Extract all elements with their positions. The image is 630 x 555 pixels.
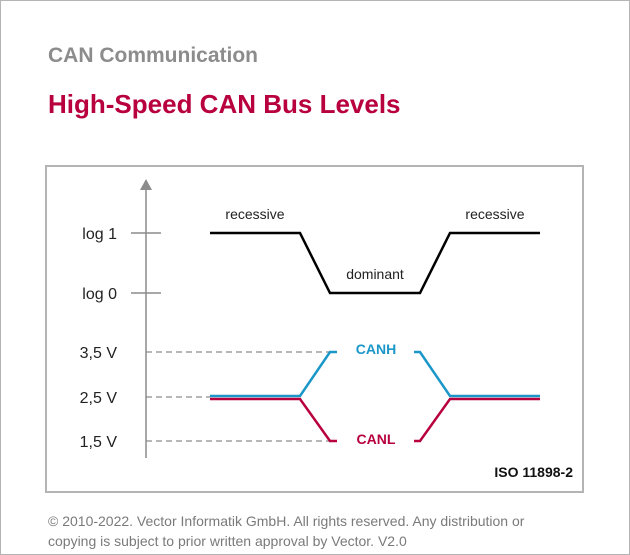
canl-line-right [414, 397, 540, 443]
diagram-frame [45, 165, 584, 493]
copyright-line-2: copying is subject to prior written appr… [48, 533, 407, 549]
canl-line-left [210, 397, 337, 443]
label-recessive-right: recessive [465, 206, 524, 222]
subtitle: CAN Communication [48, 44, 258, 67]
copyright-line-1: © 2010-2022. Vector Informatik GmbH. All… [48, 513, 525, 529]
page-title: High-Speed CAN Bus Levels [48, 89, 401, 119]
canh-line-right [414, 350, 540, 398]
canh-line-left [210, 350, 337, 398]
arrow-up-icon [140, 179, 152, 190]
logic-level-line [210, 231, 540, 295]
label-1v5: 1,5 V [80, 434, 118, 451]
label-3v5: 3,5 V [80, 345, 118, 362]
label-log1: log 1 [82, 226, 117, 243]
label-recessive-left: recessive [225, 206, 284, 222]
label-log0: log 0 [82, 286, 117, 303]
label-canh: CANH [356, 341, 396, 357]
copyright-footer: © 2010-2022. Vector Informatik GmbH. All… [48, 511, 608, 551]
label-dominant: dominant [346, 266, 404, 282]
label-2v5: 2,5 V [80, 390, 118, 407]
standard-label: ISO 11898-2 [494, 464, 573, 480]
label-canl: CANL [357, 431, 396, 447]
